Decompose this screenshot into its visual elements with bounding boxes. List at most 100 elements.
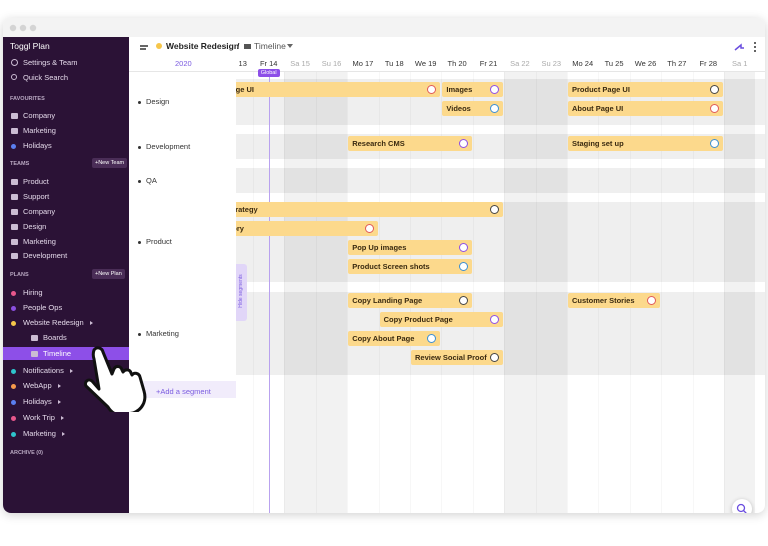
hide-segments-label[interactable]: Hide segments (238, 274, 244, 308)
task-label: Sidebar Story (236, 224, 244, 233)
segment-bullet (138, 241, 141, 244)
window-controls (9, 24, 37, 32)
add-segment-bg (129, 381, 236, 398)
item-icon (11, 224, 18, 230)
task-label: Features strategy (236, 205, 258, 214)
title-bar (3, 18, 765, 37)
task-bar[interactable]: Copy Landing Page (348, 293, 472, 308)
settings-link[interactable]: Settings & Team (23, 58, 78, 67)
sidebar-item[interactable]: Design (23, 222, 47, 231)
sidebar-item[interactable]: Boards (43, 333, 67, 342)
plan-dot (11, 432, 16, 437)
task-label: Copy Product Page (383, 315, 453, 324)
sidebar-item[interactable]: Marketing (23, 429, 56, 438)
sidebar-item[interactable]: Company (23, 111, 56, 120)
assignee-avatar (427, 334, 437, 343)
task-bar[interactable]: Features strategy (236, 202, 504, 217)
weekend-column (284, 72, 316, 513)
sidebar-item[interactable]: WebApp (23, 381, 52, 390)
sidebar-item[interactable]: Website Redesign (23, 318, 84, 327)
task-label: Copy Landing Page (352, 296, 423, 305)
task-label: Review Social Proof (415, 353, 487, 362)
search-link[interactable]: Quick Search (23, 73, 69, 82)
sidebar-item[interactable]: Timeline (43, 349, 72, 358)
day-label: Sa 1 (731, 59, 748, 68)
day-label: Su 23 (541, 59, 562, 68)
segment-name: Design (146, 97, 170, 106)
sidebar-item[interactable]: Company (23, 207, 56, 216)
item-icon (11, 253, 18, 259)
assignee-avatar (490, 104, 500, 113)
assignee-avatar (647, 296, 657, 305)
segment-column (129, 72, 236, 513)
task-label: About Page UI (572, 104, 624, 113)
weekend-column (535, 72, 567, 513)
task-bar[interactable]: Research CMS (348, 136, 472, 151)
sidebar-item[interactable]: People Ops (23, 303, 63, 312)
sidebar-item[interactable]: Marketing (23, 237, 56, 246)
sidebar-item[interactable]: Support (23, 192, 50, 201)
sidebar-item[interactable]: Development (23, 251, 68, 260)
sidebar-item[interactable]: Work Trip (23, 413, 55, 422)
chevron (287, 44, 293, 48)
zoom-button[interactable] (732, 499, 752, 513)
sidebar-item[interactable]: Holidays (23, 397, 52, 406)
task-bar[interactable]: Images (442, 82, 504, 97)
project-title[interactable]: Website Redesign (166, 41, 240, 51)
new-button[interactable]: +New Team (92, 158, 128, 168)
new-button[interactable]: +New Plan (92, 269, 125, 279)
weekend-column (504, 72, 536, 513)
sidebar-item[interactable]: Product (23, 177, 49, 186)
expand-arrow (62, 432, 65, 436)
add-segment[interactable]: +Add a segment (156, 387, 211, 396)
segment-name: Development (146, 141, 191, 151)
task-bar[interactable]: Review Social Proof (411, 350, 504, 365)
task-bar[interactable]: Copy About Page (348, 331, 441, 346)
menu-icon[interactable] (139, 43, 149, 53)
task-label: Staging set up (572, 139, 624, 148)
task-label: Pop Up images (352, 243, 407, 252)
day-label: Th 27 (667, 59, 687, 68)
task-bar[interactable]: Sidebar Story (236, 221, 378, 236)
sidebar-item[interactable]: Hiring (23, 288, 43, 297)
task-bar[interactable]: Videos (442, 101, 504, 116)
sidebar-item[interactable]: Notifications (23, 366, 64, 375)
task-bar[interactable]: Product Screen shots (348, 259, 472, 274)
settings-icon (11, 59, 18, 66)
assignee-avatar (458, 243, 468, 252)
expand-arrow (90, 321, 93, 325)
plan-dot (11, 321, 16, 326)
day-label: Sa 22 (510, 59, 530, 68)
task-bar[interactable]: Staging set up (568, 136, 723, 151)
global-marker: Global (257, 69, 280, 77)
assignee-avatar (710, 104, 719, 113)
task-bar[interactable]: Customer Stories (568, 293, 661, 308)
sidebar-item[interactable]: Marketing (23, 126, 56, 135)
plan-dot (156, 43, 162, 49)
day-label: We 19 (414, 59, 437, 68)
timeline: Th 13 Fr 14 Sa 15 Su 16 Mo 17 Tu 18 We 19 Th 20… (236, 37, 765, 513)
sidebar-item[interactable]: Holidays (23, 141, 52, 150)
task-bar[interactable]: Landing Page UI (236, 82, 441, 97)
task-label: Product Page UI (572, 85, 630, 94)
task-bar[interactable]: Copy Product Page (379, 312, 504, 327)
task-bar[interactable]: Product Page UI (568, 82, 723, 97)
task-bar[interactable]: Pop Up images (348, 240, 472, 255)
day-divider (253, 72, 254, 513)
segment-name: QA (146, 175, 157, 185)
day-label: Th 20 (447, 59, 467, 68)
plan-dot (11, 291, 16, 296)
section-heading: PLANS (10, 272, 29, 278)
hand-cursor (84, 346, 147, 412)
weekend-column (724, 72, 756, 513)
day-label: Sa 15 (290, 59, 310, 68)
app-title[interactable]: Toggl Plan (10, 41, 50, 51)
task-bar[interactable]: About Page UI (568, 101, 723, 116)
view-title[interactable]: Timeline (254, 41, 286, 51)
assignee-avatar (490, 205, 500, 214)
header-actions[interactable] (733, 40, 759, 54)
assignee-avatar (490, 353, 500, 362)
task-label: Copy About Page (352, 334, 415, 343)
view-icon (244, 44, 251, 49)
section-heading: ARCHIVE (0) (10, 450, 44, 456)
